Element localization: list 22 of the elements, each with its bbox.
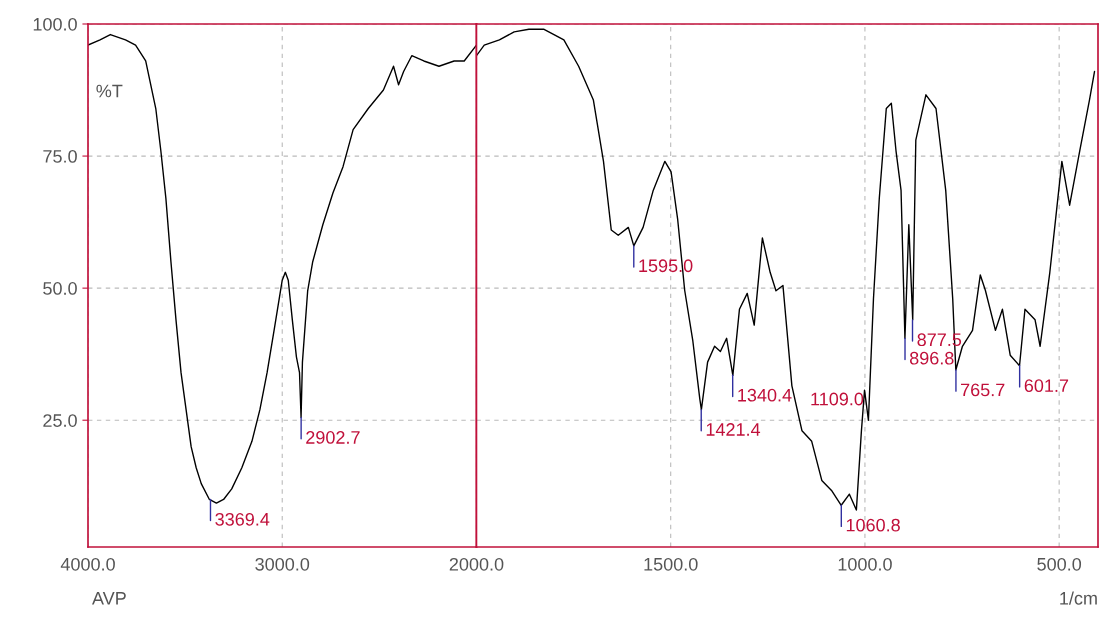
y-axis-title: %T bbox=[96, 84, 123, 98]
annotation: 3369.4 bbox=[215, 512, 270, 526]
x-axis-title: 1/cm bbox=[1060, 591, 1097, 605]
x-tick-label: 2000.0 bbox=[449, 557, 504, 571]
y-tick-label: 25.0 bbox=[43, 414, 77, 427]
y-tick-label: 50.0 bbox=[43, 282, 77, 295]
annotation: 896.8 bbox=[909, 351, 954, 365]
annotation: 1109.0 bbox=[811, 392, 864, 406]
x-tick-label: 1500.0 bbox=[644, 557, 698, 571]
y-tick-label: 75.0 bbox=[43, 150, 77, 163]
annotation: 765.7 bbox=[961, 383, 1005, 397]
x-tick-label: 500.0 bbox=[1037, 557, 1082, 571]
annotation: 1060.8 bbox=[846, 518, 900, 532]
x-tick-label: 3000.0 bbox=[255, 557, 310, 571]
x-tick-label: 1000.0 bbox=[838, 557, 892, 571]
annotation: 2902.7 bbox=[306, 431, 360, 444]
y-tick-label: 100.0 bbox=[33, 17, 77, 31]
annotation: 1421.4 bbox=[706, 423, 761, 436]
annotation: 601.7 bbox=[1024, 379, 1069, 393]
text: AVP bbox=[92, 592, 126, 605]
x-tick-label: 4000.0 bbox=[60, 557, 115, 571]
annotation: 1340.4 bbox=[738, 388, 792, 402]
